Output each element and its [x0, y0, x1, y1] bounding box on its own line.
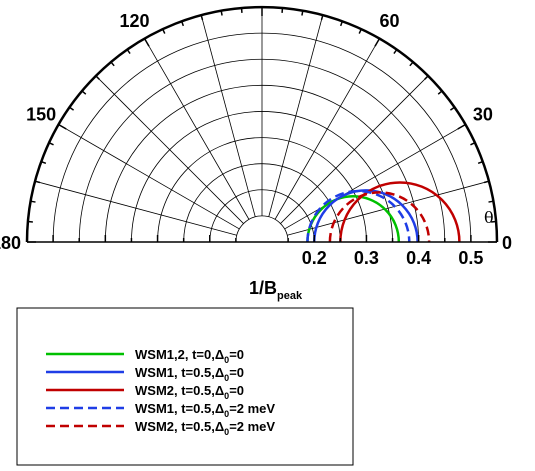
series-curve — [306, 189, 411, 243]
theta-tick — [301, 10, 304, 16]
theta-grid-line — [58, 124, 240, 230]
theta-tick — [320, 14, 324, 21]
theta-tick — [220, 10, 223, 16]
theta-tick — [437, 90, 443, 95]
legend-entry: WSM2, t=0.5,Δ0=0 — [135, 383, 244, 401]
r-tick-label: 0.3 — [354, 248, 379, 268]
theta-tick — [95, 75, 100, 80]
theta-tick — [374, 38, 381, 47]
theta-tick — [143, 38, 150, 47]
r-grid-arc — [235, 215, 289, 243]
series-curve — [339, 181, 461, 243]
theta-tick — [30, 200, 36, 203]
theta-tick-label: 180 — [0, 233, 21, 253]
theta-grid-line — [287, 180, 490, 236]
r-axis-label: 1/Bpeak — [249, 278, 303, 302]
theta-tick — [81, 90, 87, 95]
theta-tick — [457, 123, 466, 130]
theta-grid-line — [268, 14, 324, 217]
theta-tick — [180, 20, 185, 27]
theta-tick — [48, 142, 54, 146]
r-tick-label: 0.5 — [458, 248, 483, 268]
theta-tick — [393, 49, 398, 55]
theta-tick-label: 30 — [473, 105, 493, 125]
series-curve — [328, 191, 431, 243]
axis-labels: 03060901201501800.20.30.40.5 — [0, 11, 512, 268]
theta-tick — [483, 180, 490, 184]
theta-tick — [449, 106, 455, 111]
theta-tick — [339, 20, 344, 27]
theta-grid-line — [95, 75, 244, 224]
series-curve — [312, 189, 419, 243]
theta-tick — [58, 123, 67, 130]
theta-tick-label: 60 — [379, 11, 399, 31]
theta-grid-line — [200, 14, 256, 217]
theta-tick-label: 150 — [26, 105, 56, 125]
theta-tick — [358, 28, 362, 34]
legend-box — [16, 307, 354, 466]
theta-tick — [409, 61, 414, 67]
theta-grid-line — [144, 38, 250, 220]
theta-tick — [488, 200, 494, 203]
theta-tick-label: 0 — [502, 233, 512, 253]
theta-tick — [477, 160, 484, 165]
theta-tick — [424, 75, 429, 80]
theta-tick-label: 120 — [119, 11, 149, 31]
legend-entry: WSM1, t=0.5,Δ0=2 meV — [135, 401, 275, 419]
theta-tick — [200, 14, 204, 21]
theta-tick — [110, 61, 115, 67]
theta-grid-line — [274, 38, 380, 220]
legend-entry: WSM1,2, t=0,Δ0=0 — [135, 347, 244, 365]
theta-grid-line — [284, 124, 466, 230]
theta-tick — [40, 160, 47, 165]
theta-tick — [470, 142, 476, 146]
polar-axes — [25, 5, 499, 243]
legend-entry: WSM2, t=0.5,Δ0=2 meV — [135, 419, 275, 437]
theta-tick — [34, 180, 41, 184]
polar-grid — [34, 7, 490, 243]
theta-tick — [126, 49, 131, 55]
theta-axis-label: θ — [484, 208, 494, 227]
theta-tick — [162, 28, 166, 34]
theta-tick — [69, 106, 75, 111]
r-tick-label: 0.4 — [406, 248, 431, 268]
r-tick-label: 0.2 — [302, 248, 327, 268]
legend-entry: WSM1, t=0.5,Δ0=0 — [135, 365, 244, 383]
theta-grid-line — [280, 75, 429, 224]
data-series — [306, 181, 461, 243]
theta-grid-line — [34, 180, 237, 236]
